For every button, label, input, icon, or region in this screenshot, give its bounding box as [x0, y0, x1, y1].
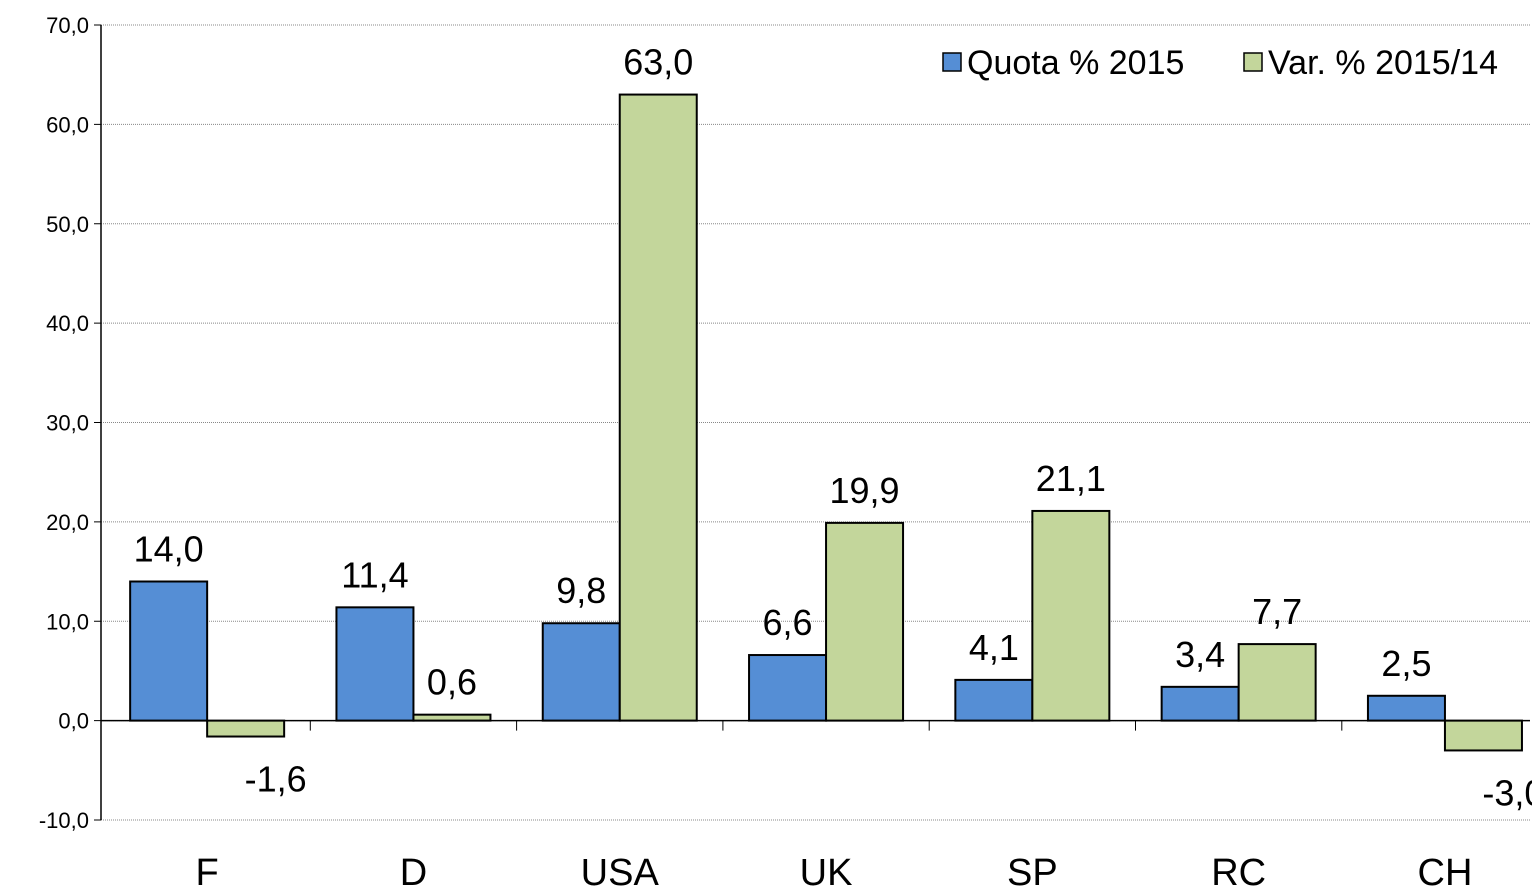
bar	[1237, 643, 1317, 722]
x-tick-label: RC	[1211, 852, 1266, 888]
x-tick-label: CH	[1418, 852, 1473, 888]
x-tick-label: USA	[581, 852, 660, 888]
bar	[206, 719, 286, 738]
bar	[412, 713, 492, 722]
value-label: 11,4	[341, 554, 408, 595]
value-label: 7,7	[1252, 591, 1302, 632]
y-tick-label: 50,0	[46, 212, 89, 237]
y-tick-label: 0,0	[58, 709, 89, 734]
x-tick-label: SP	[1007, 852, 1058, 888]
legend-swatch	[1243, 52, 1263, 72]
y-tick-label: 20,0	[46, 510, 89, 535]
x-tick-label: D	[400, 852, 427, 888]
legend-label: Quota % 2015	[967, 44, 1184, 82]
value-label: -1,6	[245, 759, 307, 800]
x-tick-label: F	[196, 852, 219, 888]
value-label: 63,0	[623, 42, 693, 83]
bar	[1366, 694, 1446, 722]
bar	[1031, 509, 1111, 722]
value-label: 14,0	[134, 529, 204, 570]
value-label: -3,0	[1482, 772, 1532, 813]
legend-swatch	[942, 52, 962, 72]
bar	[825, 521, 905, 722]
bar	[748, 654, 828, 722]
y-tick-label: 10,0	[46, 609, 89, 634]
y-tick-label: 70,0	[46, 13, 89, 38]
bar	[1160, 685, 1240, 722]
legend-label: Var. % 2015/14	[1268, 44, 1498, 82]
bar	[129, 580, 209, 722]
bar	[618, 93, 698, 722]
bar	[335, 606, 415, 722]
value-label: 6,6	[763, 602, 813, 643]
y-tick-label: 30,0	[46, 411, 89, 436]
value-label: 4,1	[969, 627, 1019, 668]
bar	[954, 678, 1034, 722]
value-label: 0,6	[427, 662, 477, 703]
value-label: 2,5	[1381, 643, 1431, 684]
x-tick-label: UK	[800, 852, 853, 888]
value-label: 3,4	[1175, 634, 1225, 675]
value-label: 9,8	[556, 570, 606, 611]
y-tick-label: 40,0	[46, 311, 89, 336]
y-tick-label: -10,0	[39, 808, 89, 833]
bar	[1443, 719, 1523, 752]
value-label: 21,1	[1036, 458, 1106, 499]
value-label: 19,9	[830, 470, 900, 511]
bar	[541, 622, 621, 722]
y-tick-label: 60,0	[46, 112, 89, 137]
